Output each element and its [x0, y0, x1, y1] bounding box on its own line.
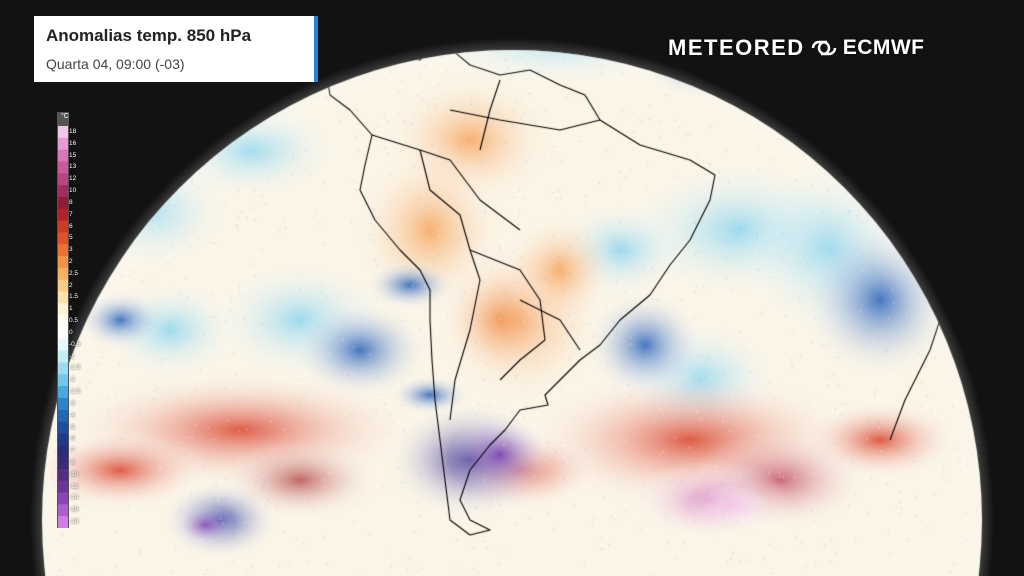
legend-swatch [58, 433, 68, 445]
legend-value: 8 [69, 199, 73, 207]
legend-value: 6 [69, 223, 73, 231]
legend-value: 15 [69, 152, 76, 160]
legend-swatch [58, 339, 68, 351]
legend-value: -6 [69, 435, 75, 443]
legend-swatch [58, 232, 68, 244]
legend-value: -2 [69, 376, 75, 384]
legend-swatch [58, 315, 68, 327]
map-info-box: Anomalias temp. 850 hPa Quarta 04, 09:00… [34, 16, 318, 82]
legend-swatch [58, 398, 68, 410]
legend-value: 12 [69, 175, 76, 183]
legend-value: -18 [69, 518, 78, 526]
legend-value: 5 [69, 234, 73, 242]
meteored-ecmwf-link-icon [809, 38, 839, 58]
legend-value: 18 [69, 128, 76, 136]
legend-swatch [58, 221, 68, 233]
legend-swatch [58, 374, 68, 386]
legend-swatch [58, 362, 68, 374]
legend-swatch [58, 280, 68, 292]
legend-value: -12 [69, 483, 78, 491]
legend-swatch [58, 327, 68, 339]
legend-swatch [58, 445, 68, 457]
legend-swatch [58, 138, 68, 150]
legend-value: 10 [69, 187, 76, 195]
legend-value: -7 [69, 447, 75, 455]
legend-value: 0.5 [69, 317, 78, 325]
legend-value: -8 [69, 459, 75, 467]
legend-swatch [58, 504, 68, 516]
map-valid-time: Quarta 04, 09:00 (-03) [46, 56, 185, 72]
meteored-logo: METEORED [668, 35, 805, 61]
legend-value: -3 [69, 400, 75, 408]
legend-swatch [58, 410, 68, 422]
legend-swatch [58, 303, 68, 315]
legend-value: 2 [69, 258, 73, 266]
legend-value: -1.5 [69, 364, 80, 372]
legend-swatch [58, 493, 68, 505]
ecmwf-logo: ECMWF [843, 36, 925, 60]
legend-value: -10 [69, 471, 78, 479]
legend-swatch [58, 292, 68, 304]
legend-value: 13 [69, 163, 76, 171]
legend-swatch [58, 422, 68, 434]
legend-value: 3 [69, 246, 73, 254]
color-legend: °C 18 16 15 13 12 10 8 7 6 5 3 2 2.5 2 1.5 1 0.5 0 -0.5 -1 -… [57, 112, 81, 528]
legend-value: -5 [69, 424, 75, 432]
legend-swatch [58, 161, 68, 173]
legend-swatch [58, 126, 68, 138]
legend-unit: °C [61, 113, 69, 120]
legend-color-bar [57, 112, 69, 528]
legend-swatch [58, 197, 68, 209]
legend-swatch [58, 150, 68, 162]
legend-value: 16 [69, 140, 76, 148]
legend-swatch [58, 351, 68, 363]
legend-swatch [58, 185, 68, 197]
legend-swatch [58, 244, 68, 256]
map-title: Anomalias temp. 850 hPa [46, 26, 251, 46]
legend-swatch [58, 209, 68, 221]
legend-value: 0 [69, 329, 73, 337]
legend-value: -14 [69, 494, 78, 502]
legend-value: 1.5 [69, 293, 78, 301]
legend-value: -0.5 [69, 341, 80, 349]
legend-swatch [58, 256, 68, 268]
legend-value: 2.5 [69, 270, 78, 278]
branding: METEORED ECMWF [668, 34, 925, 62]
legend-value: -1 [69, 353, 75, 361]
legend-swatch [58, 481, 68, 493]
legend-swatch [58, 516, 68, 528]
legend-swatch [58, 386, 68, 398]
legend-swatch [58, 457, 68, 469]
legend-value: -16 [69, 506, 78, 514]
legend-value: 2 [69, 282, 73, 290]
legend-swatch [58, 268, 68, 280]
legend-value: -4 [69, 412, 75, 420]
legend-value: 1 [69, 305, 73, 313]
legend-value: 7 [69, 211, 73, 219]
legend-swatch [58, 469, 68, 481]
legend-swatch [58, 173, 68, 185]
legend-value: -2.5 [69, 388, 80, 396]
